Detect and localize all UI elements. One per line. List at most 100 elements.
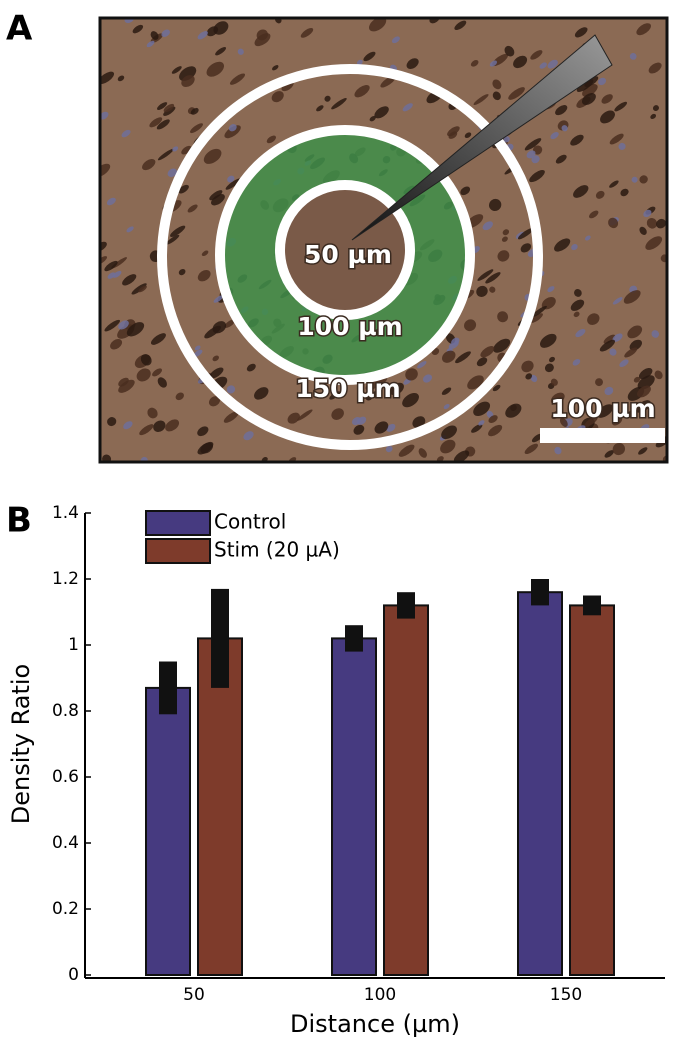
cell [229,73,246,85]
cell [140,456,148,462]
cell [107,272,116,279]
cell [470,60,479,67]
cell [418,448,427,458]
cell [508,87,525,100]
cell [620,188,629,197]
cell [187,204,198,213]
cell [524,443,538,455]
x-tick-label: 50 [183,985,205,1005]
y-tick-label: 1.2 [52,569,79,589]
cell [100,111,109,120]
cell [266,135,277,144]
cell [354,85,370,98]
cell [406,58,419,69]
cell [190,107,199,115]
cell [412,416,426,429]
cell [385,445,393,453]
cell [492,384,501,392]
cell [190,123,203,134]
cell [157,377,167,388]
cell [118,320,129,330]
cell [635,400,651,413]
x-tick-label: 100 [364,985,396,1005]
cell [485,272,501,284]
cell [398,444,415,457]
cell [331,98,347,110]
cell [559,417,568,427]
cell [488,415,498,424]
cell [246,363,256,372]
cell [650,113,657,120]
cell [211,194,225,206]
cell [203,148,222,164]
y-tick-label: 0.6 [52,767,79,787]
cell [147,407,158,419]
cell [530,374,538,383]
cell [608,217,619,229]
scale-bar [540,428,665,443]
cell [142,158,156,171]
cell [228,124,237,132]
cell [197,441,214,455]
cell [513,55,528,69]
cell [440,439,456,454]
cell [146,40,155,48]
cell [550,378,558,386]
cell [369,18,387,32]
cell [272,65,279,71]
cell [209,367,224,379]
error-bar [211,588,229,688]
cell [637,375,655,390]
cell [482,221,493,231]
cell [365,393,374,401]
cell [460,186,471,196]
error-bar [159,661,177,715]
cell [197,426,209,437]
cell [589,210,599,219]
cell [140,354,152,366]
cell [138,285,147,293]
cell [473,94,489,106]
cell [521,360,534,373]
error-bar [345,625,363,652]
cell [633,376,641,383]
bar [517,591,563,976]
cell [574,27,588,38]
chart: 0 0.2 0.4 0.6 0.8 1 1.2 1.4 50 100 150 Distance (µm… [7,503,665,1038]
cell [402,103,413,112]
cell [604,450,614,458]
cell [551,410,562,420]
cell [224,319,235,328]
cell [363,51,376,62]
cell [629,52,637,60]
cell [194,345,201,351]
cell [477,269,494,281]
cell [572,358,581,366]
cell [110,338,123,350]
cell [443,404,450,410]
cell [201,250,209,257]
cell [161,29,170,38]
y-tick-label: 0.8 [52,701,79,721]
bar [383,604,429,977]
cell [623,290,641,304]
cell [100,71,115,85]
cell [131,283,147,295]
cell [476,285,488,297]
cell [171,66,182,74]
cell [609,180,619,188]
cell [126,322,145,337]
y-tick-label: 0.2 [52,899,79,919]
cell [197,31,208,40]
cell [389,382,404,396]
cell [526,150,536,159]
cell [530,313,543,323]
cell [612,417,623,426]
cell [300,28,314,38]
cell [645,236,663,250]
cell [117,75,125,82]
cell [175,392,184,401]
cell [106,197,116,206]
cell [501,236,508,242]
cell [638,447,648,455]
